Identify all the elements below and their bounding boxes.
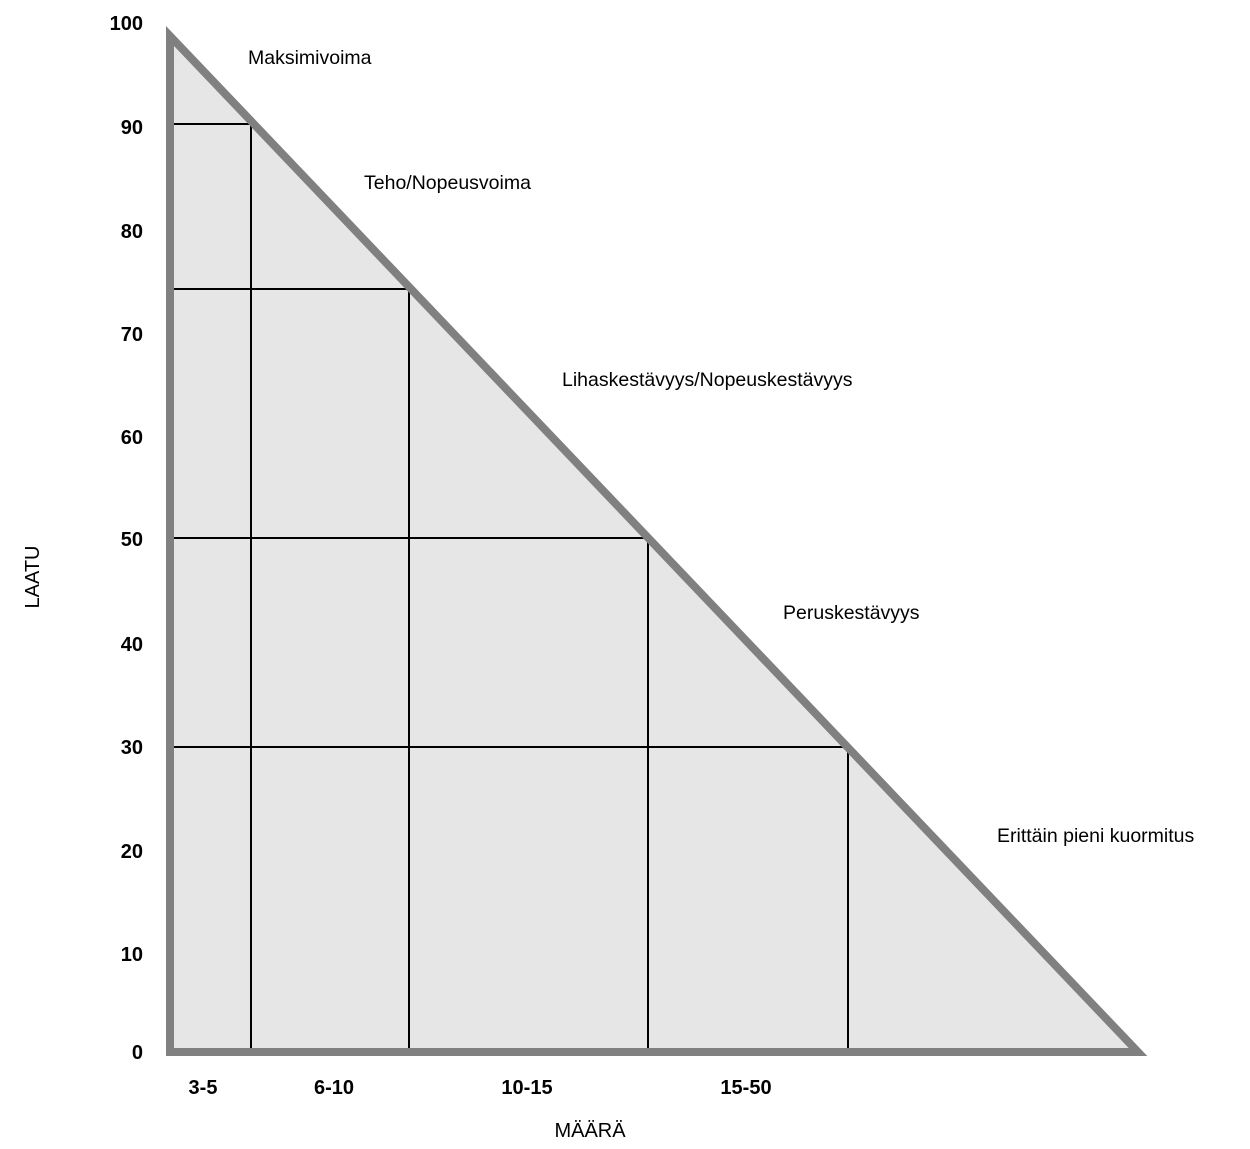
y-tick-30: 30 (121, 737, 143, 759)
zone-grid (170, 123, 849, 1052)
x-axis-title: MÄÄRÄ (554, 1120, 626, 1142)
zone-labels: Maksimivoima Teho/Nopeusvoima Lihaskestä… (248, 47, 1194, 847)
zone-label-erittain-pieni-kuormitus: Erittäin pieni kuormitus (997, 825, 1194, 847)
y-tick-90: 90 (121, 117, 143, 139)
x-axis-categories: 3-5 6-10 10-15 15-50 (189, 1077, 772, 1099)
x-category-3-5: 3-5 (189, 1077, 218, 1099)
y-tick-20: 20 (121, 841, 143, 863)
y-tick-40: 40 (121, 634, 143, 656)
x-category-6-10: 6-10 (314, 1077, 354, 1099)
zone-label-maksimivoima: Maksimivoima (248, 47, 372, 69)
y-tick-10: 10 (121, 944, 143, 966)
y-tick-50: 50 (121, 529, 143, 551)
zone-label-teho-nopeusvoima: Teho/Nopeusvoima (364, 172, 531, 194)
y-axis-ticks: 0 10 20 30 40 50 60 70 80 90 100 (110, 13, 143, 1064)
y-tick-0: 0 (132, 1042, 143, 1064)
y-tick-60: 60 (121, 427, 143, 449)
y-tick-80: 80 (121, 221, 143, 243)
zone-label-lihaskestavyys: Lihaskestävyys/Nopeuskestävyys (562, 369, 853, 391)
y-tick-100: 100 (110, 13, 143, 35)
triangle-outline (166, 26, 1148, 1056)
y-tick-70: 70 (121, 324, 143, 346)
y-axis-title: LAATU (22, 546, 44, 609)
x-category-10-15: 10-15 (501, 1077, 552, 1099)
zone-label-peruskestavyys: Peruskestävyys (783, 602, 920, 624)
x-category-15-50: 15-50 (720, 1077, 771, 1099)
